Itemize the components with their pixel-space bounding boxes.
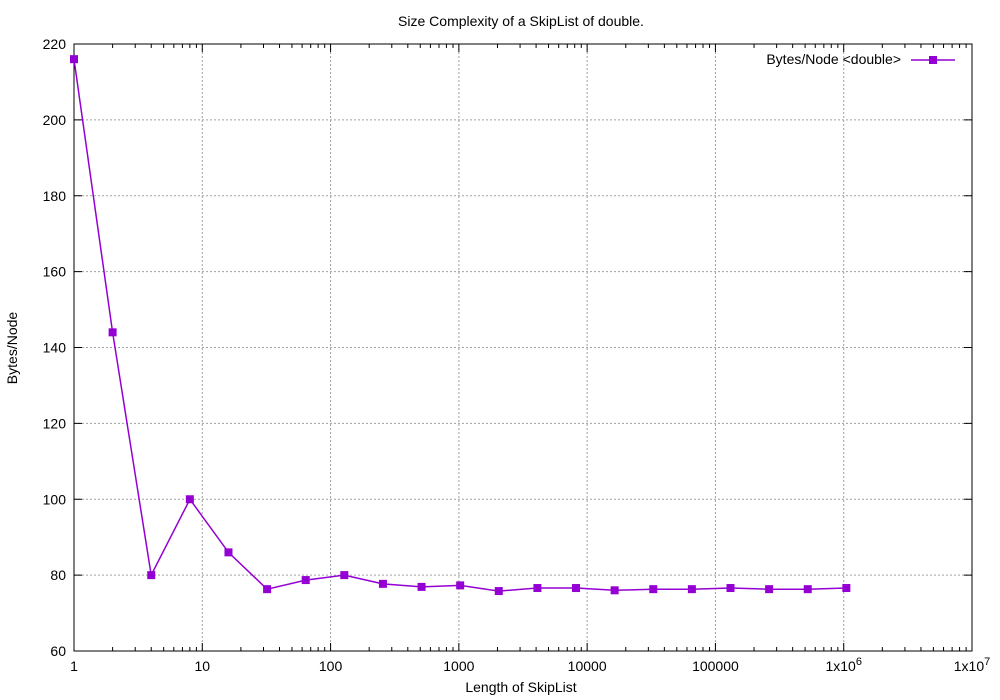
data-point [842, 584, 851, 593]
data-point [147, 571, 156, 580]
grid [74, 44, 972, 651]
data-point [687, 585, 696, 594]
x-tick-label: 10 [194, 658, 210, 674]
data-point [494, 587, 503, 596]
y-tick-label: 100 [43, 491, 67, 507]
data-point [649, 585, 658, 594]
data-point [185, 495, 194, 504]
y-tick-label: 140 [43, 340, 67, 356]
y-tick-label: 160 [43, 264, 67, 280]
x-tick-label: 100 [319, 658, 343, 674]
x-tick-label: 1x107 [954, 656, 990, 674]
data-point [340, 571, 349, 580]
data-point [108, 328, 117, 337]
legend-label: Bytes/Node <double> [766, 51, 901, 67]
y-axis-label: Bytes/Node [4, 312, 20, 385]
series-layer [70, 55, 851, 596]
data-point [765, 585, 774, 594]
x-tick-label: 1x106 [825, 656, 861, 674]
data-point [610, 586, 619, 595]
data-point [572, 584, 581, 593]
data-point [803, 585, 812, 594]
y-tick-label: 60 [50, 643, 66, 659]
x-tick-label: 1000 [443, 658, 474, 674]
y-tick-label: 180 [43, 188, 67, 204]
y-tick-label: 120 [43, 415, 67, 431]
y-tick-label: 220 [43, 36, 67, 52]
data-point [726, 584, 735, 593]
data-point [70, 55, 78, 64]
x-tick-label: 100000 [692, 658, 739, 674]
legend-marker [929, 56, 937, 64]
chart-title: Size Complexity of a SkipList of double. [398, 13, 644, 29]
ticks: 60 80 100 120 140 160 180 200 220 1 10 100 1000 10000… [43, 36, 991, 674]
data-point [378, 579, 387, 588]
series-line [73, 59, 847, 592]
x-tick-label: 1 [70, 658, 78, 674]
data-point [456, 581, 465, 590]
data-point [533, 584, 542, 593]
x-tick-label: 10000 [568, 658, 607, 674]
data-point [301, 576, 310, 585]
data-point [224, 548, 233, 557]
y-tick-label: 200 [43, 112, 67, 128]
legend: Bytes/Node <double> [766, 51, 955, 67]
data-point [263, 585, 272, 594]
y-tick-label: 80 [50, 567, 66, 583]
x-axis-label: Length of SkipList [465, 679, 576, 695]
data-point [417, 582, 426, 591]
